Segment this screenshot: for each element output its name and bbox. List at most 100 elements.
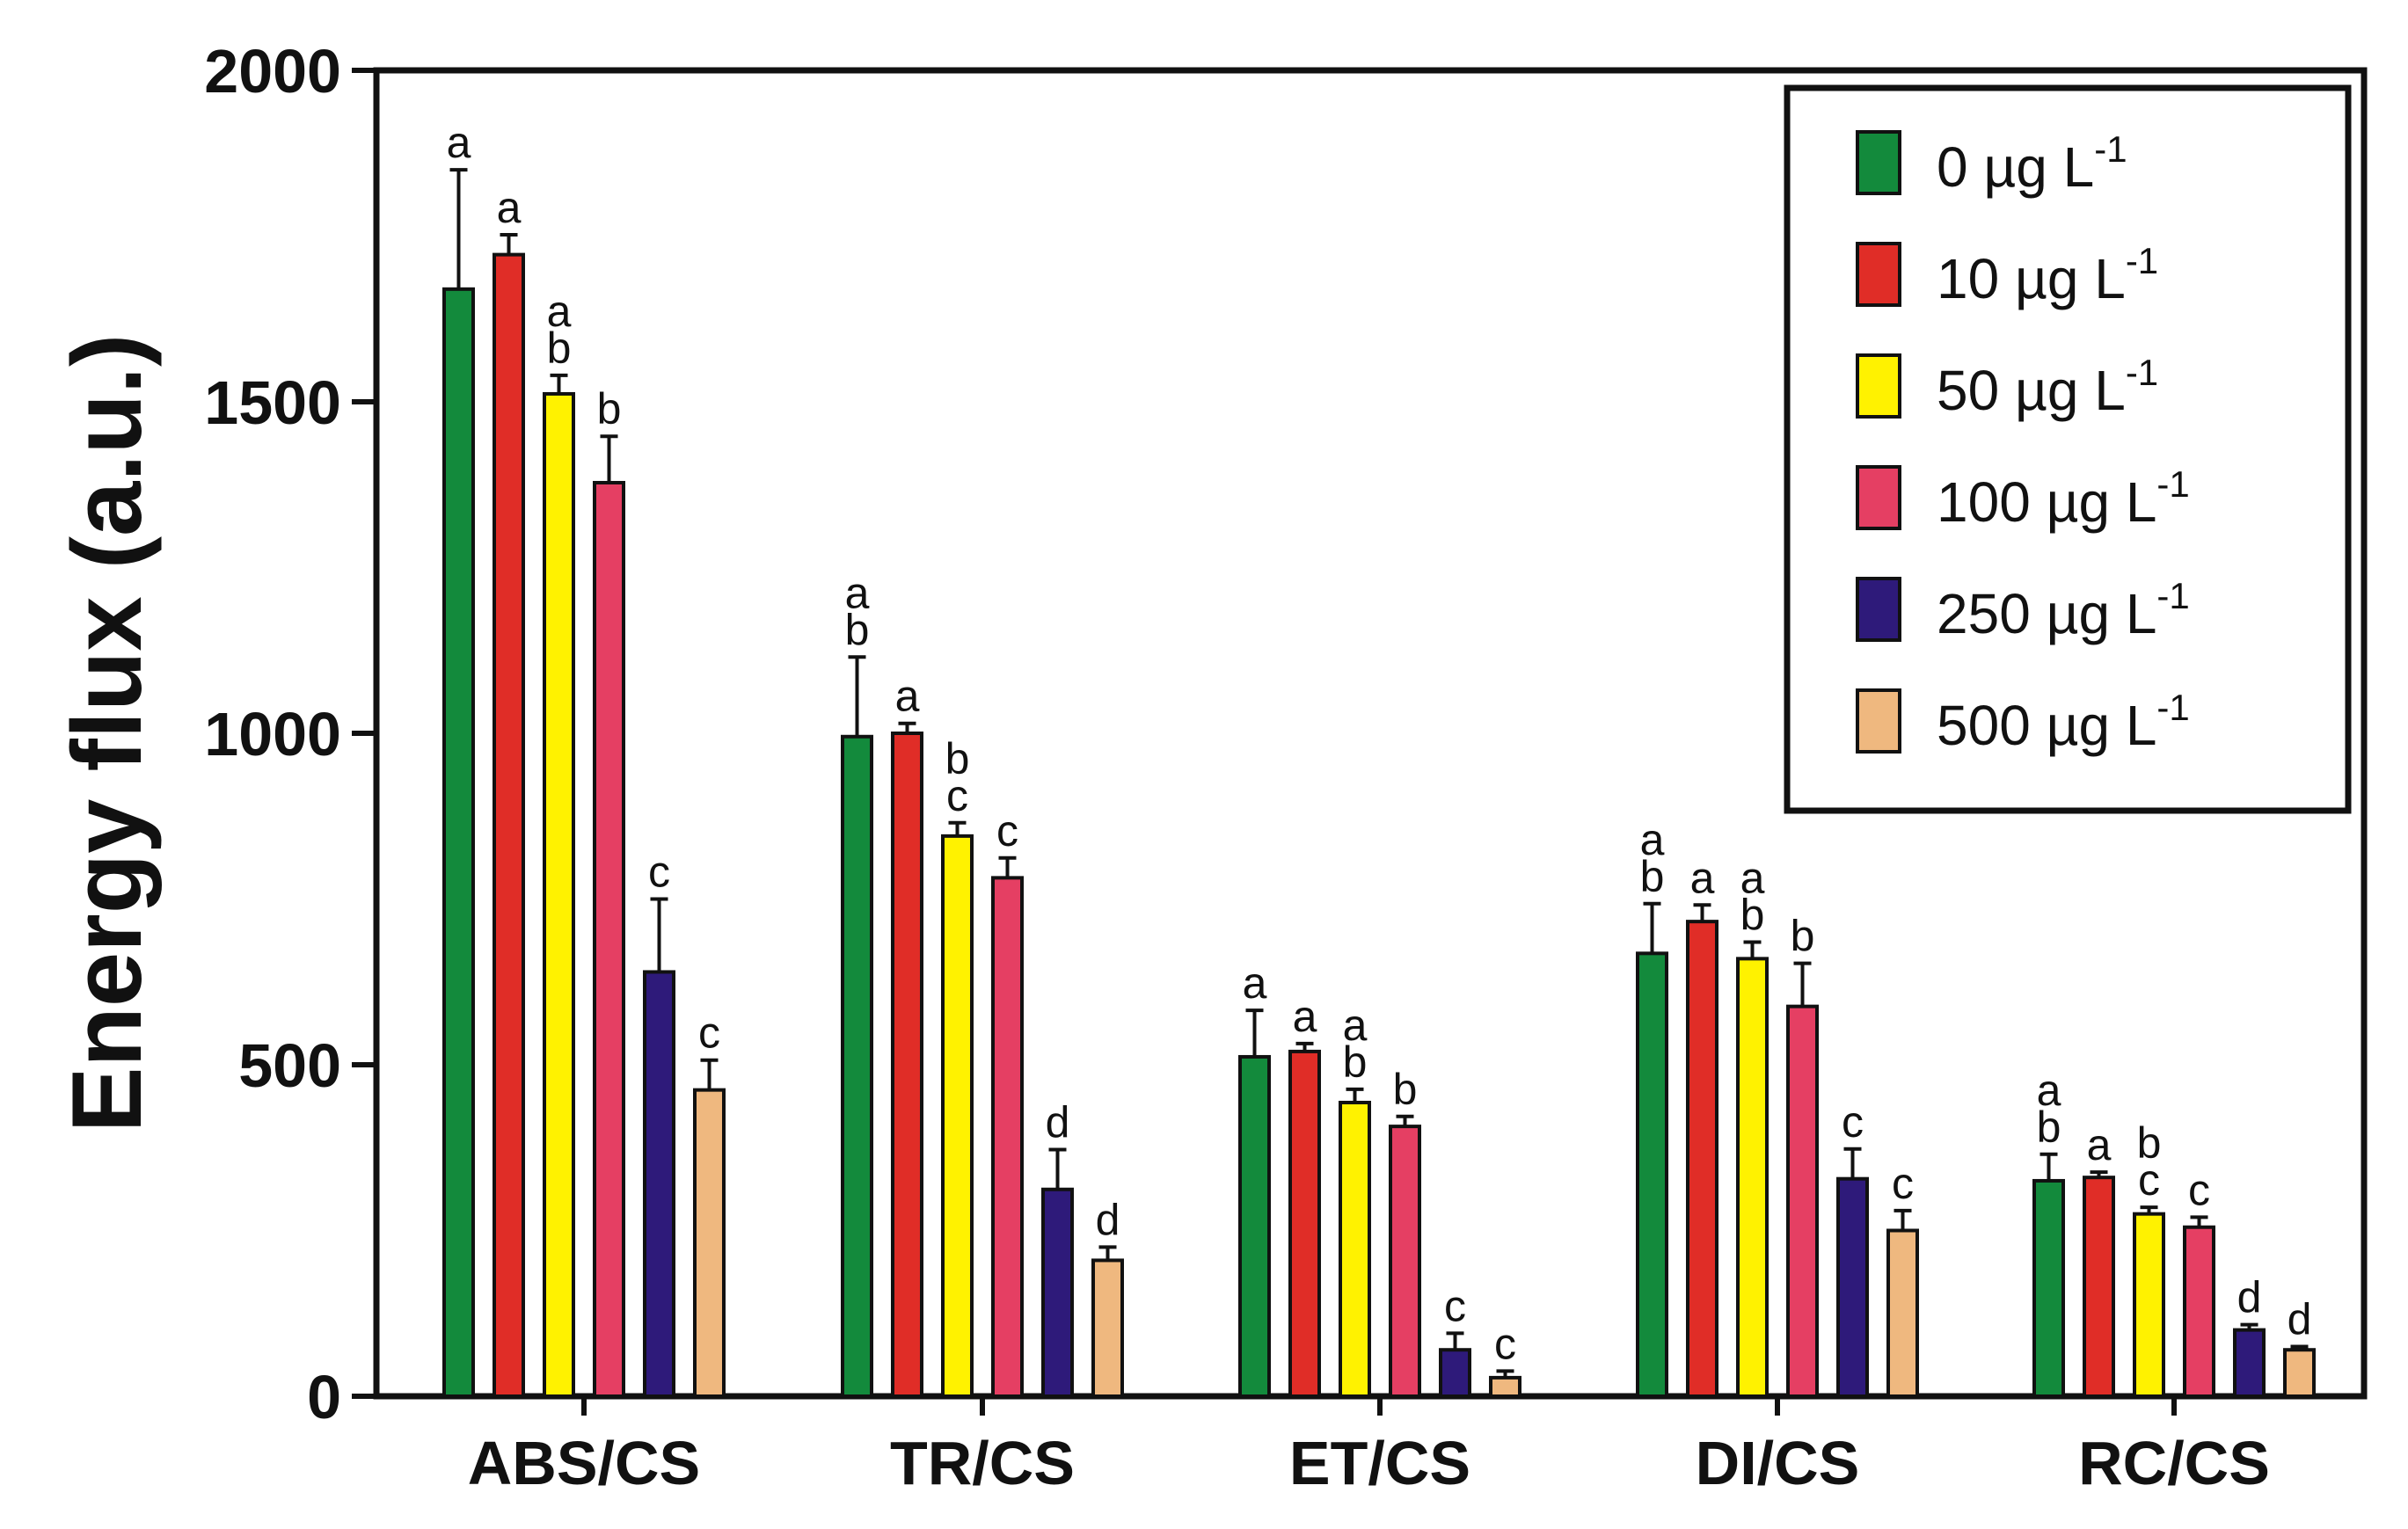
x-tick-label: DI/CS <box>1696 1429 1860 1497</box>
significance-letter: a <box>447 118 471 167</box>
significance-letter: c <box>1444 1281 1466 1330</box>
bar <box>1091 1258 1124 1399</box>
bar <box>1886 1228 1919 1398</box>
significance-letter: b <box>1791 912 1815 961</box>
significance-letter: c <box>698 1008 720 1058</box>
bar <box>543 391 575 1398</box>
bar <box>2183 1225 2215 1398</box>
significance-letter: a <box>2037 1066 2061 1115</box>
bar <box>1736 957 1769 1398</box>
bar <box>1836 1176 1869 1398</box>
y-axis: 0 500 1000 1500 2000 <box>204 37 376 1431</box>
legend-swatch <box>1856 353 1901 419</box>
significance-letter: a <box>1343 1001 1368 1050</box>
significance-letter: d <box>2288 1294 2312 1343</box>
bar <box>1489 1375 1521 1398</box>
significance-letter: b <box>845 605 870 654</box>
bar <box>1389 1125 1421 1398</box>
significance-letter: b <box>1343 1038 1368 1087</box>
significance-letter: a <box>1640 815 1665 864</box>
y-tick-label: 1500 <box>204 368 341 437</box>
x-tick-label: ET/CS <box>1289 1429 1470 1497</box>
legend-label: 100 µg L-1 <box>1937 463 2190 534</box>
bar <box>2032 1178 2065 1398</box>
legend-label: 500 µg L-1 <box>1937 687 2190 757</box>
significance-letter: b <box>547 324 572 373</box>
significance-letter: b <box>945 734 970 783</box>
legend-swatch <box>1856 688 1901 754</box>
bar <box>1439 1348 1471 1398</box>
bar <box>593 480 625 1398</box>
bar <box>693 1088 726 1398</box>
bar <box>2083 1176 2115 1399</box>
significance-letter: b <box>1640 852 1665 901</box>
bar <box>991 876 1024 1398</box>
bar <box>1041 1187 1074 1398</box>
legend-swatch <box>1856 130 1901 195</box>
significance-letter: d <box>1096 1195 1120 1244</box>
significance-letter: a <box>845 568 870 617</box>
significance-letter: b <box>1393 1065 1418 1114</box>
significance-letter: a <box>547 287 572 336</box>
x-tick-label: RC/CS <box>2078 1429 2270 1497</box>
significance-letter: a <box>2087 1120 2112 1169</box>
significance-letter: a <box>1293 992 1317 1041</box>
significance-letter: a <box>895 672 920 721</box>
significance-letter: c <box>1842 1097 1864 1147</box>
legend-label: 10 µg L-1 <box>1937 240 2158 310</box>
bar <box>1339 1100 1371 1399</box>
significance-letter: b <box>1740 891 1765 940</box>
bar <box>493 252 525 1398</box>
legend-swatch <box>1856 242 1901 307</box>
bar <box>2133 1212 2165 1399</box>
bar <box>2233 1328 2266 1398</box>
significance-letter: c <box>1892 1159 1914 1208</box>
significance-letter: c <box>1494 1319 1516 1368</box>
significance-letter: d <box>1046 1098 1070 1147</box>
bar <box>1686 920 1718 1398</box>
x-axis: ABS/CS TR/CS ET/CS DI/CS RC/CS <box>468 1396 2270 1497</box>
y-tick-label: 2000 <box>204 37 341 106</box>
legend-label: 0 µg L-1 <box>1937 128 2127 199</box>
bar <box>1288 1049 1321 1399</box>
legend: 0 µg L-1 10 µg L-1 50 µg L-1 100 µg L-1 250 … <box>1784 84 2352 814</box>
bar <box>891 732 923 1398</box>
bar-group: ab a ab bcc <box>1636 815 1919 1398</box>
y-tick-label: 0 <box>307 1363 341 1431</box>
significance-letter: a <box>1740 854 1765 903</box>
significance-letter: c <box>996 806 1018 856</box>
x-tick-label: ABS/CS <box>468 1429 700 1497</box>
significance-letter: a <box>1243 958 1267 1008</box>
legend-label: 250 µg L-1 <box>1937 575 2190 645</box>
bar <box>442 287 475 1399</box>
legend-label: 50 µg L-1 <box>1937 352 2158 422</box>
bar <box>1238 1054 1271 1399</box>
legend-swatch <box>1856 577 1901 642</box>
significance-letter: c <box>2188 1165 2210 1214</box>
y-tick-label: 500 <box>238 1031 341 1100</box>
significance-letter: b <box>2137 1118 2162 1168</box>
significance-letter: c <box>946 771 968 820</box>
significance-letter: a <box>1690 853 1715 902</box>
y-tick-label: 1000 <box>204 700 341 768</box>
bar <box>841 734 873 1398</box>
significance-letter: c <box>648 848 670 897</box>
significance-letter: b <box>2037 1103 2061 1152</box>
bar <box>643 970 675 1398</box>
bar <box>941 834 974 1398</box>
bar <box>1786 1004 1819 1398</box>
significance-letter: c <box>2138 1155 2160 1205</box>
bar <box>1636 951 1668 1398</box>
significance-letter: b <box>597 384 622 433</box>
y-axis-title: Energy flux (a.u.) <box>52 334 162 1133</box>
x-tick-label: TR/CS <box>890 1429 1075 1497</box>
significance-letter: a <box>497 183 522 232</box>
bar <box>2283 1348 2316 1398</box>
significance-letter: d <box>2237 1273 2262 1322</box>
